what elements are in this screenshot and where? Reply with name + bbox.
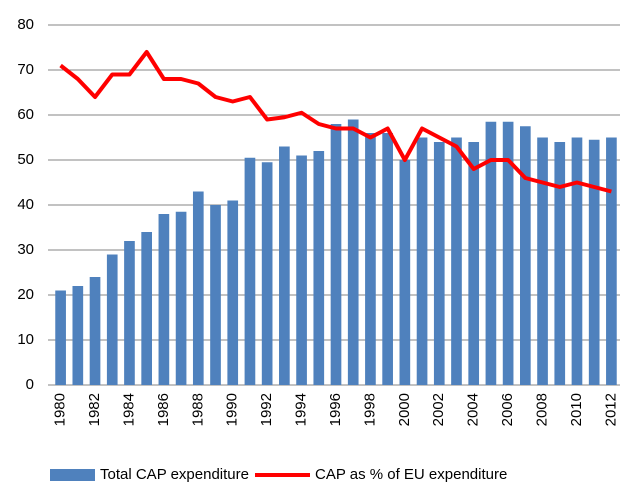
bar [502,121,514,385]
bar [141,232,153,385]
bar [124,241,135,385]
y-tick-label: 0 [26,376,34,393]
x-tick-label: 1990 [224,393,241,426]
x-tick-label: 2010 [568,393,585,426]
bar [313,151,325,385]
y-tick-label: 60 [17,106,34,123]
bar [399,160,411,385]
bar [279,146,290,385]
x-tick-label: 2004 [465,393,482,426]
y-tick-label: 20 [17,286,34,303]
x-tick-label: 1998 [361,393,378,426]
bar [537,137,548,385]
x-tick-label: 1980 [52,393,69,426]
bar [554,142,566,385]
bar [72,286,84,385]
bar [106,254,118,385]
x-tick-label: 2006 [499,393,516,426]
x-tick-label: 2008 [534,393,551,426]
bar [451,137,462,385]
y-tick-label: 50 [17,151,34,168]
bar [210,205,221,385]
x-tick-label: 1994 [293,393,310,426]
y-tick-label: 70 [17,61,34,78]
bar [158,214,170,385]
x-tick-label: 1984 [120,393,137,426]
bar [347,119,359,385]
y-tick-label: 40 [17,196,34,213]
legend-label: Total CAP expenditure [100,466,249,483]
bar [89,277,101,385]
bar [519,126,531,385]
bar [330,124,342,385]
x-tick-label: 2012 [602,393,619,426]
x-tick-label: 1986 [155,393,172,426]
bar [296,155,307,385]
x-tick-label: 1992 [258,393,275,426]
legend-swatch [50,469,95,481]
bar [416,137,428,385]
bar [588,139,600,385]
bar [55,290,66,385]
bar [227,200,239,385]
bar [365,133,376,385]
x-tick-label: 1996 [327,393,344,426]
bar [244,157,256,385]
bar [433,142,445,385]
y-tick-label: 30 [17,241,34,258]
bar [261,162,273,385]
x-tick-label: 1988 [189,393,206,426]
bar [175,211,187,385]
x-tick-label: 2000 [396,393,413,426]
bar [192,191,204,385]
bar [382,133,393,385]
y-tick-label: 10 [17,331,34,348]
line [59,50,612,194]
bar [485,121,497,385]
bar [571,137,583,385]
bar [606,137,617,385]
y-tick-label: 80 [17,16,34,33]
legend-label: CAP as % of EU expenditure [315,466,507,483]
bar [468,142,480,385]
x-tick-label: 1982 [86,393,103,426]
x-tick-label: 2002 [430,393,447,426]
